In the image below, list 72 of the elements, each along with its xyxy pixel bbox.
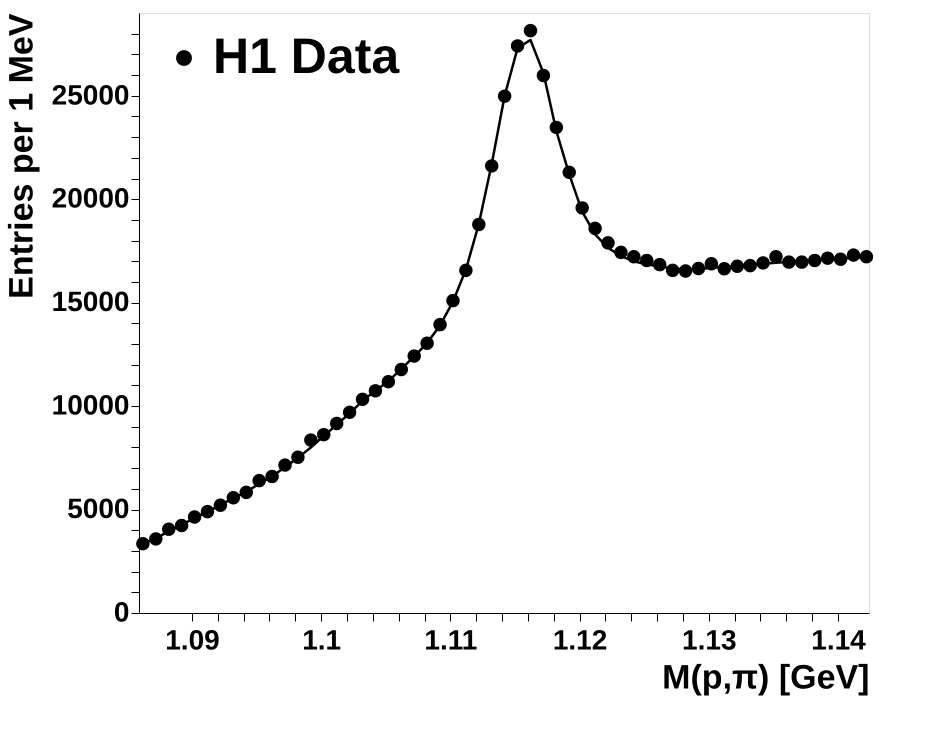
point: [536, 68, 550, 82]
point: [368, 384, 382, 398]
y-tick-label: 25000: [52, 79, 130, 110]
point: [265, 470, 279, 484]
point: [666, 264, 680, 278]
point: [678, 264, 692, 278]
x-axis-title: M(p,π) [GeV]: [662, 658, 870, 696]
point: [601, 236, 615, 250]
point: [162, 522, 176, 536]
legend-label: H1 Data: [213, 28, 400, 84]
point: [718, 262, 731, 276]
point: [174, 518, 188, 532]
x-tick-label: 1.09: [165, 624, 220, 656]
x-tick-label: 1.14: [811, 624, 866, 656]
point: [769, 250, 783, 264]
point: [472, 218, 486, 232]
point: [291, 450, 305, 464]
point: [782, 255, 796, 269]
point: [846, 248, 860, 262]
x-tick-label: 1.12: [552, 624, 608, 656]
point: [304, 433, 318, 447]
point: [524, 24, 538, 38]
point: [459, 264, 473, 278]
y-tick-label: 20000: [52, 182, 130, 214]
point: [240, 486, 253, 500]
y-axis-title: Entries per 1 MeV: [2, 13, 41, 299]
point: [756, 256, 770, 270]
point: [278, 458, 292, 472]
point: [704, 257, 718, 270]
y-tick-label: 5000: [67, 493, 130, 524]
point: [575, 201, 589, 215]
point: [820, 251, 834, 265]
point: [136, 536, 150, 550]
point: [420, 336, 434, 350]
point: [382, 374, 396, 388]
y-tick-label: 15000: [52, 286, 130, 318]
point: [652, 258, 666, 272]
point: [226, 491, 240, 504]
point: [588, 222, 602, 236]
point: [795, 255, 809, 269]
point: [562, 166, 576, 180]
point: [252, 474, 266, 488]
point: [342, 406, 356, 420]
point: [200, 504, 214, 518]
point: [188, 510, 202, 524]
point: [692, 262, 706, 276]
point: [808, 254, 822, 268]
point: [550, 120, 564, 134]
point: [860, 250, 874, 264]
y-tick-label: 10000: [52, 390, 130, 421]
point: [317, 428, 330, 442]
point: [394, 362, 408, 376]
point: [214, 498, 228, 512]
x-tick-label: 1.11: [424, 624, 478, 656]
point: [614, 246, 628, 260]
y-tick-label: 0: [114, 596, 130, 628]
point: [149, 532, 163, 546]
x-tick-label: 1.13: [682, 624, 737, 656]
point: [433, 318, 447, 332]
point: [627, 250, 641, 264]
point: [356, 392, 370, 406]
point: [498, 89, 512, 103]
point: [446, 294, 460, 308]
point: [730, 260, 744, 273]
point: [330, 416, 344, 430]
point: [743, 258, 757, 272]
point: [485, 159, 498, 173]
point: [834, 252, 848, 266]
point: [407, 349, 421, 363]
x-tick-label: 1.1: [302, 624, 342, 656]
point: [510, 39, 524, 53]
point: [640, 254, 654, 268]
